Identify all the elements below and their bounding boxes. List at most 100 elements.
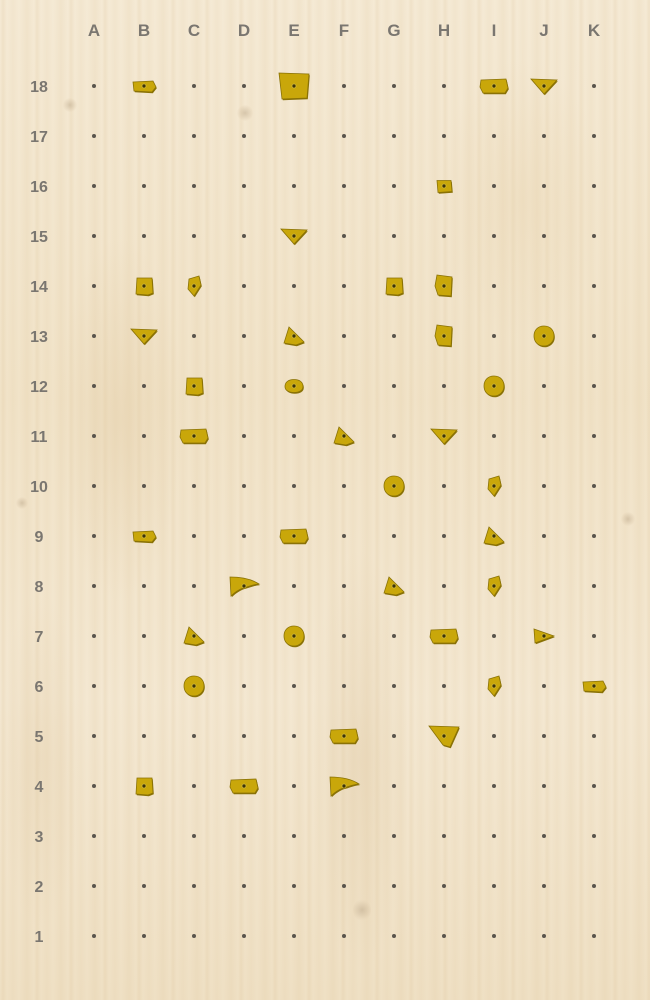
hole-h17 [442,134,446,138]
hold-h5[interactable] [428,724,460,749]
hold-e12[interactable] [284,379,304,394]
wood-knot [237,105,253,121]
wood-knot [621,512,635,526]
bolt-icon [491,83,497,89]
hole-h8 [442,584,446,588]
hole-g18 [392,84,396,88]
bolt-icon [441,633,447,639]
hold-b4[interactable] [134,776,154,797]
hold-c12[interactable] [184,376,204,397]
bolt-icon [291,333,297,339]
hold-b13[interactable] [130,327,158,346]
hold-b18[interactable] [131,79,157,94]
hold-h7[interactable] [429,628,459,645]
hole-c3 [192,834,196,838]
hole-j6 [542,684,546,688]
hold-b9[interactable] [131,529,157,544]
hold-f5[interactable] [329,728,359,745]
hole-j1 [542,934,546,938]
hole-f14 [342,284,346,288]
hole-f17 [342,134,346,138]
row-label-8: 8 [34,579,44,596]
bolt-icon [441,433,447,439]
hole-b7 [142,634,146,638]
hold-h13[interactable] [434,324,454,348]
row-label-5: 5 [34,729,44,746]
hole-i3 [492,834,496,838]
hole-a4 [92,784,96,788]
hole-j4 [542,784,546,788]
hold-g14[interactable] [384,276,404,297]
hold-c6[interactable] [183,675,205,698]
hole-k4 [592,784,596,788]
row-label-15: 15 [30,229,48,246]
hole-a5 [92,734,96,738]
hole-k18 [592,84,596,88]
hole-g9 [392,534,396,538]
hole-d3 [242,834,246,838]
hold-d8[interactable] [228,575,261,598]
hole-d17 [242,134,246,138]
hole-e1 [292,934,296,938]
hole-a15 [92,234,96,238]
hold-i8[interactable] [486,575,502,598]
hold-i9[interactable] [483,526,505,547]
row-label-17: 17 [30,129,48,146]
hole-e3 [292,834,296,838]
hold-e13[interactable] [283,326,305,347]
hold-h14[interactable] [434,274,454,298]
hold-i12[interactable] [483,375,505,398]
hole-e14 [292,284,296,288]
bolt-icon [191,383,197,389]
hold-g10[interactable] [383,475,405,498]
hold-c7[interactable] [183,626,205,647]
hole-a12 [92,384,96,388]
hole-k14 [592,284,596,288]
column-label-k: K [587,21,601,40]
hold-i18[interactable] [479,78,509,95]
hold-e9[interactable] [279,528,309,545]
hold-g8[interactable] [383,576,405,597]
hole-i16 [492,184,496,188]
row-label-16: 16 [30,179,48,196]
bolt-icon [291,633,297,639]
hole-b1 [142,934,146,938]
hold-k6[interactable] [581,679,607,694]
hold-e7[interactable] [283,625,305,648]
hole-b8 [142,584,146,588]
hole-f18 [342,84,346,88]
hole-i14 [492,284,496,288]
hole-k10 [592,484,596,488]
hold-i10[interactable] [486,475,502,498]
hold-i6[interactable] [486,675,502,698]
hole-j17 [542,134,546,138]
hold-b14[interactable] [134,276,154,297]
hold-c14[interactable] [186,275,202,298]
hole-j15 [542,234,546,238]
hold-e15[interactable] [280,227,308,246]
row-label-6: 6 [34,679,44,696]
hold-h16[interactable] [435,179,453,194]
hold-f4[interactable] [328,775,361,798]
hole-j2 [542,884,546,888]
hold-e18[interactable] [277,72,311,101]
hole-k2 [592,884,596,888]
hold-j7[interactable] [533,628,556,645]
hole-d15 [242,234,246,238]
hold-f11[interactable] [333,426,355,447]
hold-h11[interactable] [430,427,458,446]
bolt-icon [491,683,497,689]
hold-j13[interactable] [533,325,555,348]
row-label-2: 2 [34,879,44,896]
bolt-icon [491,483,497,489]
hold-c11[interactable] [179,428,209,445]
hole-c9 [192,534,196,538]
hole-b16 [142,184,146,188]
hold-j18[interactable] [530,77,558,96]
bolt-icon [141,283,147,289]
hole-i17 [492,134,496,138]
hole-h1 [442,934,446,938]
hole-d6 [242,684,246,688]
hold-d4[interactable] [229,778,259,795]
bolt-icon [341,783,347,789]
